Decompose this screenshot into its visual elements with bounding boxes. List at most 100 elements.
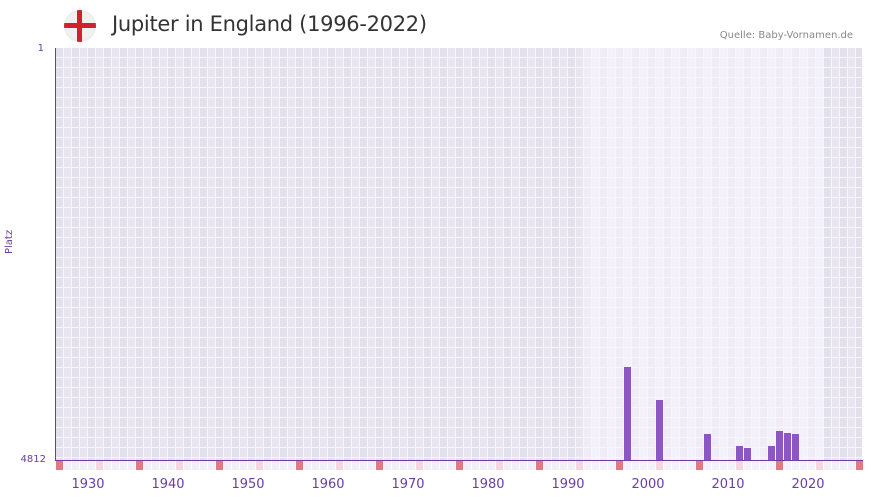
x-tick-1950: 1950 [231,477,265,492]
x-tick-1990: 1990 [551,477,585,492]
year-marker [240,461,247,470]
year-marker [488,461,495,470]
bar-2003[interactable] [656,400,663,460]
y-tick-bottom: 4812 [20,454,46,465]
year-marker [584,461,591,470]
year-marker [712,461,719,470]
x-tick-1940: 1940 [151,477,185,492]
year-marker [656,461,663,470]
bar-2014[interactable] [744,448,751,460]
plot-area [56,48,862,460]
year-marker [328,461,335,470]
year-marker [392,461,399,470]
year-marker [312,461,319,470]
year-marker [832,461,839,470]
year-marker [592,461,599,470]
year-marker [688,461,695,470]
x-tick-1970: 1970 [391,477,425,492]
year-marker [512,461,519,470]
year-marker [704,461,711,470]
year-marker [160,461,167,470]
x-tick-2020: 2020 [791,477,825,492]
year-marker-strip [56,461,863,470]
bar-1999[interactable] [624,367,631,460]
year-marker [480,461,487,470]
year-marker [424,461,431,470]
year-marker [352,461,359,470]
year-marker [280,461,287,470]
bar-2017[interactable] [768,446,775,460]
year-marker [96,461,103,470]
year-marker [568,461,575,470]
year-marker [136,461,143,470]
year-marker [88,461,95,470]
bar-2013[interactable] [736,446,743,460]
year-marker [336,461,343,470]
year-marker [360,461,367,470]
year-marker [696,461,703,470]
year-marker [848,461,855,470]
year-marker [616,461,623,470]
year-marker [144,461,151,470]
x-tick-2010: 2010 [711,477,745,492]
year-marker [576,461,583,470]
year-marker [408,461,415,470]
year-marker [208,461,215,470]
y-axis-line [55,48,56,461]
england-flag-icon [64,10,96,42]
year-marker [840,461,847,470]
year-marker [72,461,79,470]
year-marker [664,461,671,470]
year-marker [80,461,87,470]
year-marker [224,461,231,470]
year-marker [504,461,511,470]
year-marker [640,461,647,470]
year-marker [720,461,727,470]
year-marker [800,461,807,470]
year-marker [816,461,823,470]
year-marker [216,461,223,470]
year-marker [112,461,119,470]
year-marker [496,461,503,470]
bar-2019[interactable] [784,433,791,460]
year-marker [728,461,735,470]
year-marker [376,461,383,470]
year-marker [792,461,799,470]
year-marker [176,461,183,470]
year-marker [456,461,463,470]
bar-2009[interactable] [704,434,711,460]
year-marker [264,461,271,470]
year-marker [168,461,175,470]
chart-title: Jupiter in England (1996-2022) [112,12,427,36]
year-marker [600,461,607,470]
bar-2020[interactable] [792,434,799,460]
year-marker [272,461,279,470]
year-marker [856,461,863,470]
year-marker [120,461,127,470]
year-marker [64,461,71,470]
year-marker [552,461,559,470]
year-marker [400,461,407,470]
year-marker [248,461,255,470]
year-marker [304,461,311,470]
year-marker [536,461,543,470]
year-marker [368,461,375,470]
year-marker [152,461,159,470]
year-marker [184,461,191,470]
year-marker [680,461,687,470]
year-marker [608,461,615,470]
year-marker [104,461,111,470]
year-marker [440,461,447,470]
year-marker [128,461,135,470]
bar-2018[interactable] [776,431,783,460]
year-marker [824,461,831,470]
year-marker [448,461,455,470]
year-marker [464,461,471,470]
year-marker [520,461,527,470]
year-marker [344,461,351,470]
x-tick-1980: 1980 [471,477,505,492]
year-marker [632,461,639,470]
year-marker [432,461,439,470]
year-marker [784,461,791,470]
year-marker [648,461,655,470]
